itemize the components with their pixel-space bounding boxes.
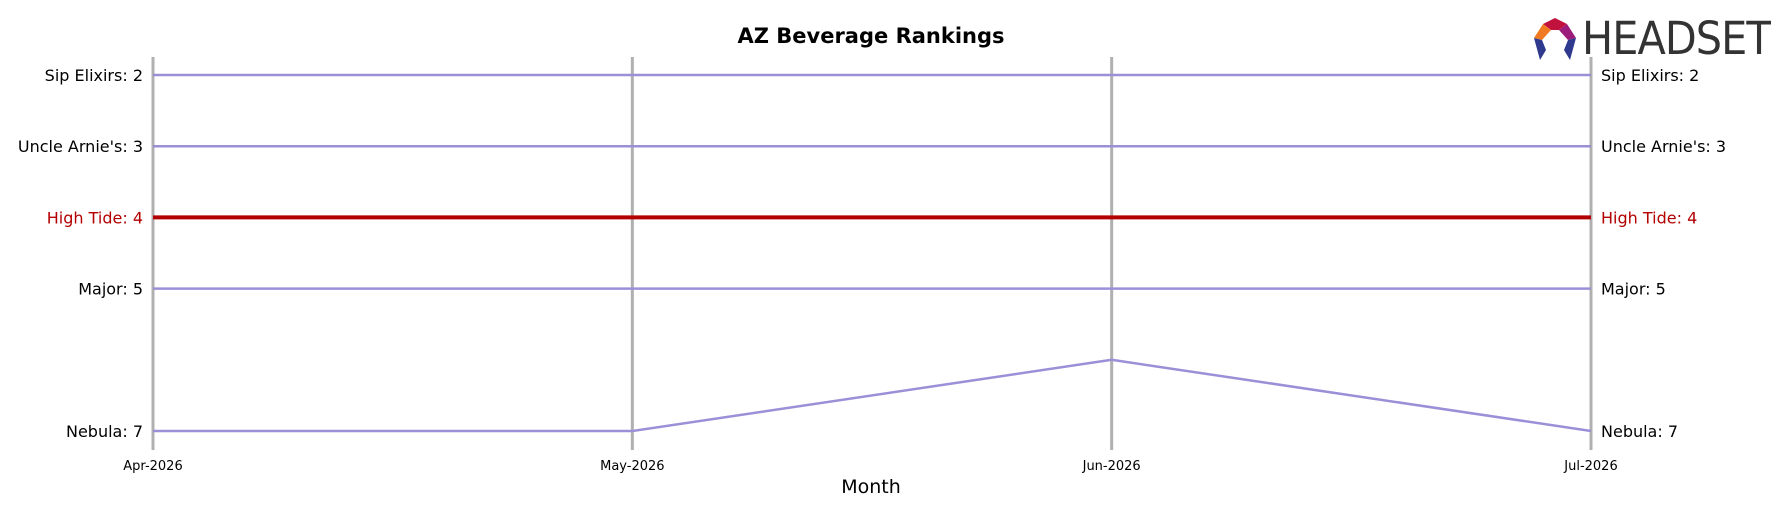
series-labels: Sip Elixirs: 2 Sip Elixirs: 2 Uncle Arnie'…: [18, 66, 1726, 441]
x-tick-label: Apr-2026: [123, 459, 182, 474]
x-tick-labels: Apr-2026 May-2026 Jun-2026 Jul-2026: [123, 459, 1617, 474]
series-lines: [153, 73, 1592, 433]
x-axis-label: Month: [841, 476, 901, 498]
headset-logo-text: HEADSET: [1582, 12, 1771, 65]
series-end-label: Major: 5: [1601, 280, 1666, 299]
x-tick-label: Jul-2026: [1563, 459, 1617, 474]
series-end-label: Uncle Arnie's: 3: [1601, 137, 1726, 156]
chart-title: AZ Beverage Rankings: [737, 24, 1004, 48]
headset-logo: HEADSET: [1532, 12, 1771, 65]
series-end-label: Sip Elixirs: 2: [1601, 66, 1699, 85]
headset-logo-icon: [1534, 17, 1576, 60]
series-end-label: Nebula: 7: [1601, 422, 1678, 441]
series-start-label: Nebula: 7: [66, 422, 143, 441]
series-line: [153, 358, 1592, 433]
series-start-label: Major: 5: [78, 280, 143, 299]
series-start-label: High Tide: 4: [47, 208, 143, 227]
x-tick-label: Jun-2026: [1082, 459, 1141, 474]
x-tick-label: May-2026: [600, 459, 664, 474]
series-start-label: Uncle Arnie's: 3: [18, 137, 143, 156]
series-end-label: High Tide: 4: [1601, 208, 1697, 227]
gridlines: [151, 57, 1593, 450]
series-start-label: Sip Elixirs: 2: [45, 66, 143, 85]
